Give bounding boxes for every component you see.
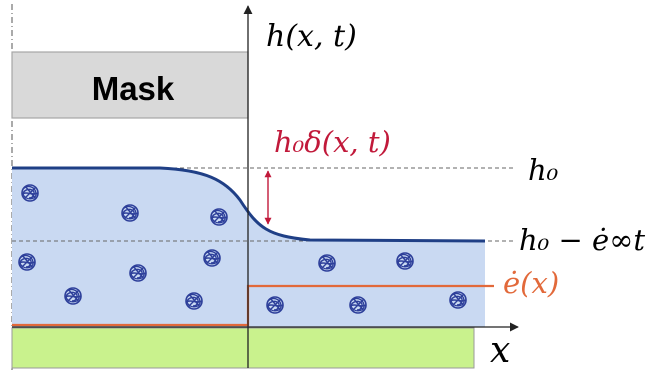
axis-label-x: x bbox=[490, 330, 510, 371]
film-profile-curve bbox=[12, 166, 486, 243]
h0-label: h₀ bbox=[528, 153, 559, 187]
substrate bbox=[11, 327, 475, 369]
axis-label-h: h(x, t) bbox=[266, 19, 357, 54]
edot-label: ė(x) bbox=[503, 266, 559, 300]
mask bbox=[11, 51, 249, 119]
h0-minus-label: h₀ − ė∞t bbox=[519, 223, 645, 257]
mask-label: Mask bbox=[92, 70, 175, 107]
delta-label: h₀δ(x, t) bbox=[274, 125, 391, 159]
